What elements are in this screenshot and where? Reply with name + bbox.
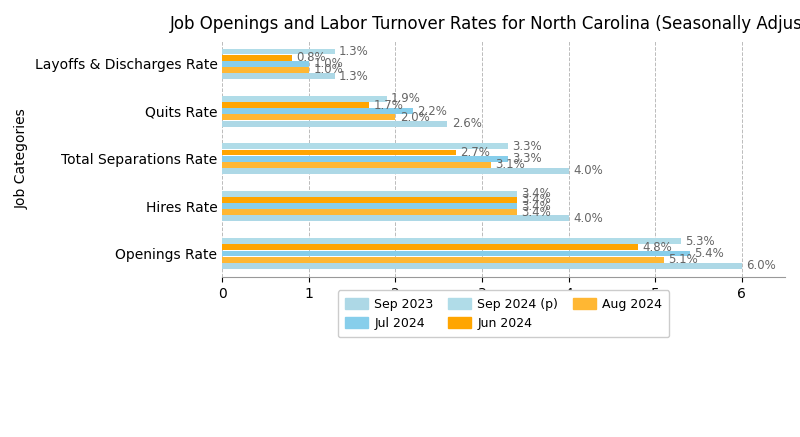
Text: 3.4%: 3.4%	[521, 206, 550, 219]
Text: 1.7%: 1.7%	[374, 99, 404, 111]
X-axis label: Rate (%): Rate (%)	[474, 306, 534, 320]
Bar	[222, 149, 456, 156]
Bar	[222, 96, 386, 102]
Text: 4.8%: 4.8%	[642, 241, 672, 254]
Text: 6.0%: 6.0%	[746, 259, 776, 272]
Text: 5.1%: 5.1%	[668, 253, 698, 266]
Text: 5.4%: 5.4%	[694, 247, 724, 260]
Bar	[222, 191, 517, 197]
Text: 0.8%: 0.8%	[296, 51, 326, 64]
Text: 2.6%: 2.6%	[452, 117, 482, 130]
Bar	[222, 121, 447, 126]
Text: 2.2%: 2.2%	[417, 105, 447, 118]
Text: 1.0%: 1.0%	[313, 63, 343, 76]
Text: 3.4%: 3.4%	[521, 187, 550, 200]
Bar	[222, 238, 681, 244]
Bar	[222, 108, 413, 114]
Text: 1.3%: 1.3%	[339, 69, 369, 83]
Bar	[222, 244, 638, 250]
Bar	[222, 209, 517, 215]
Bar	[222, 102, 370, 108]
Bar	[222, 73, 335, 79]
Y-axis label: Job Categories: Job Categories	[15, 108, 29, 209]
Bar	[222, 67, 309, 73]
Text: 3.1%: 3.1%	[495, 158, 525, 171]
Text: 4.0%: 4.0%	[573, 164, 602, 177]
Text: 3.3%: 3.3%	[512, 152, 542, 165]
Bar	[222, 250, 690, 257]
Legend: Sep 2023, Jul 2024, Sep 2024 (p), Jun 2024, Aug 2024: Sep 2023, Jul 2024, Sep 2024 (p), Jun 20…	[338, 290, 670, 337]
Bar	[222, 168, 569, 174]
Bar	[222, 257, 664, 263]
Bar	[222, 162, 490, 168]
Bar	[222, 114, 395, 120]
Text: 1.0%: 1.0%	[313, 57, 343, 70]
Bar	[222, 203, 517, 209]
Text: 2.0%: 2.0%	[400, 111, 430, 124]
Bar	[222, 263, 742, 269]
Bar	[222, 49, 335, 55]
Text: 1.3%: 1.3%	[339, 45, 369, 58]
Text: 1.9%: 1.9%	[391, 92, 421, 105]
Text: 4.0%: 4.0%	[573, 212, 602, 225]
Bar	[222, 156, 508, 162]
Text: 5.3%: 5.3%	[686, 235, 715, 248]
Bar	[222, 61, 309, 67]
Bar	[222, 197, 517, 203]
Bar	[222, 143, 508, 149]
Text: 2.7%: 2.7%	[460, 146, 490, 159]
Bar	[222, 215, 569, 222]
Title: Job Openings and Labor Turnover Rates for North Carolina (Seasonally Adjusted): Job Openings and Labor Turnover Rates fo…	[170, 15, 800, 33]
Text: 3.4%: 3.4%	[521, 200, 550, 212]
Text: 3.3%: 3.3%	[512, 140, 542, 153]
Text: 3.4%: 3.4%	[521, 194, 550, 206]
Bar	[222, 55, 291, 61]
